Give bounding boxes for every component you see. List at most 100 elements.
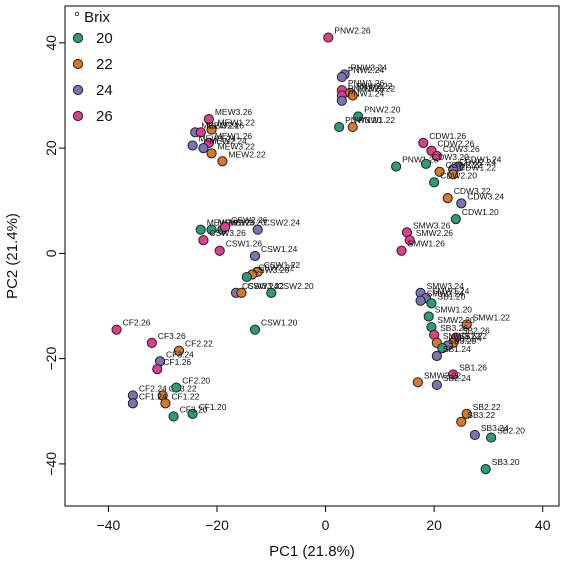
data-point: [198, 235, 209, 246]
point-label: CSW1.20: [261, 318, 298, 328]
point-label: CSW3.24: [242, 281, 279, 291]
point-label: MEW2.20: [218, 218, 256, 228]
point-label: CDW3.20: [432, 152, 469, 162]
plot-frame: [64, 5, 560, 507]
legend-entry-label: 26: [96, 108, 113, 125]
data-point: [420, 158, 432, 169]
data-point: [469, 429, 480, 441]
data-point: [415, 295, 426, 306]
point-label: CF3.24: [166, 349, 194, 359]
data-point: [456, 416, 467, 427]
data-point: [336, 95, 347, 106]
data-point: [241, 271, 252, 283]
data-point: [195, 224, 206, 235]
data-point: [461, 319, 472, 330]
point-label: CDW2.22: [446, 160, 483, 170]
point-label: SB3.22: [467, 410, 495, 420]
data-point: [456, 198, 467, 209]
point-label: SB2.22: [473, 402, 501, 412]
data-point: [418, 137, 429, 148]
point-label: CSW1.26: [226, 239, 263, 249]
point-label: CF2.22: [185, 339, 213, 349]
point-label: CDW2.24: [459, 157, 496, 167]
point-label: SB1.20: [437, 291, 465, 301]
point-label: CDW1.20: [462, 207, 499, 217]
point-label: CSW2.26: [231, 215, 268, 225]
data-point: [187, 408, 198, 419]
x-tick-label: 40: [535, 517, 551, 533]
point-label: CF2.24: [139, 383, 167, 393]
point-label: CSW2.24: [264, 218, 301, 228]
y-axis-label: PC2 (21.4%): [4, 213, 21, 299]
data-point: [203, 114, 214, 125]
point-label: MEW2.22: [228, 149, 266, 159]
data-point: [448, 369, 459, 380]
data-point: [195, 127, 206, 138]
data-point: [266, 287, 277, 298]
point-label: SB3.20: [448, 336, 476, 346]
point-label: MEW3.24: [201, 120, 239, 130]
point-label: CF1.22: [171, 391, 199, 401]
point-label: CDW2.26: [437, 139, 474, 149]
data-point: [426, 298, 437, 309]
axis-ticks: −40 −20 0 20 40 −40 −20 0 20 40: [43, 35, 551, 533]
point-label: SB1.22: [459, 331, 487, 341]
point-label: CF3.22: [169, 383, 197, 393]
point-label: SB2.26: [462, 326, 490, 336]
legend-entry-label: 22: [96, 56, 113, 73]
data-point: [171, 382, 182, 393]
x-tick-label: −40: [97, 517, 121, 533]
data-point: [220, 221, 231, 233]
point-label: PNW3.22: [359, 83, 396, 93]
data-point: [334, 121, 345, 133]
point-label: SMW1.26: [408, 239, 446, 249]
data-point: [252, 224, 263, 235]
point-label: SMW3.26: [413, 220, 451, 230]
data-point: [206, 124, 217, 135]
data-point: [217, 156, 228, 167]
data-point: [423, 311, 434, 322]
point-label: SB2.24: [454, 333, 482, 343]
data-point: [486, 432, 497, 443]
data-point: [198, 143, 209, 154]
point-label: MEW2.24: [209, 136, 247, 146]
point-label: CF1.20: [199, 402, 227, 412]
point-label: CDW3.22: [454, 186, 491, 196]
data-point: [431, 150, 442, 162]
data-point: [249, 324, 261, 335]
point-label: CF2.26: [123, 318, 151, 328]
data-point: [396, 245, 407, 256]
point-label: PNW2.24: [348, 65, 385, 75]
point-label: MEW1.26: [215, 131, 253, 141]
x-tick-label: 20: [426, 517, 442, 533]
data-point: [168, 411, 179, 422]
point-label: CSW3.20: [253, 265, 290, 275]
y-tick-label: −20: [43, 347, 59, 371]
data-point: [480, 464, 491, 475]
data-point: [442, 193, 453, 204]
legend-entry-label: 24: [96, 82, 113, 99]
point-label: SMW1.20: [435, 305, 473, 315]
data-point: [448, 169, 459, 180]
data-point: [434, 166, 445, 177]
point-label: CDW1.24: [465, 155, 502, 165]
point-label: SMW2.24: [427, 289, 465, 299]
point-label: PNW1.20: [402, 155, 439, 165]
point-label: CSW1.22: [264, 260, 301, 270]
data-point: [111, 324, 122, 335]
point-label: CDW3.24: [467, 191, 504, 201]
point-label: SMW1.24: [432, 286, 470, 296]
point-label: SB3.26: [440, 323, 468, 333]
data-point: [353, 111, 364, 122]
point-label: CDW2.20: [440, 170, 477, 180]
point-label: SMW2.20: [437, 315, 475, 325]
point-label: MEW1.22: [218, 118, 256, 128]
point-label: PNW2.20: [364, 105, 401, 115]
point-label: SB3.24: [481, 423, 509, 433]
point-label: CSW2.22: [258, 262, 295, 272]
data-point: [391, 161, 402, 172]
y-tick-label: 0: [43, 249, 59, 257]
data-point: [146, 337, 157, 348]
point-label: SMW1.22: [473, 312, 511, 322]
point-label: MEW3.26: [215, 107, 253, 117]
